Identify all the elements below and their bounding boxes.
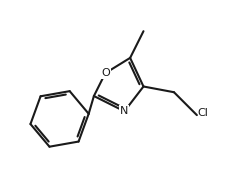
Text: N: N [120, 106, 129, 116]
Text: Cl: Cl [198, 108, 209, 118]
Text: O: O [101, 68, 110, 78]
